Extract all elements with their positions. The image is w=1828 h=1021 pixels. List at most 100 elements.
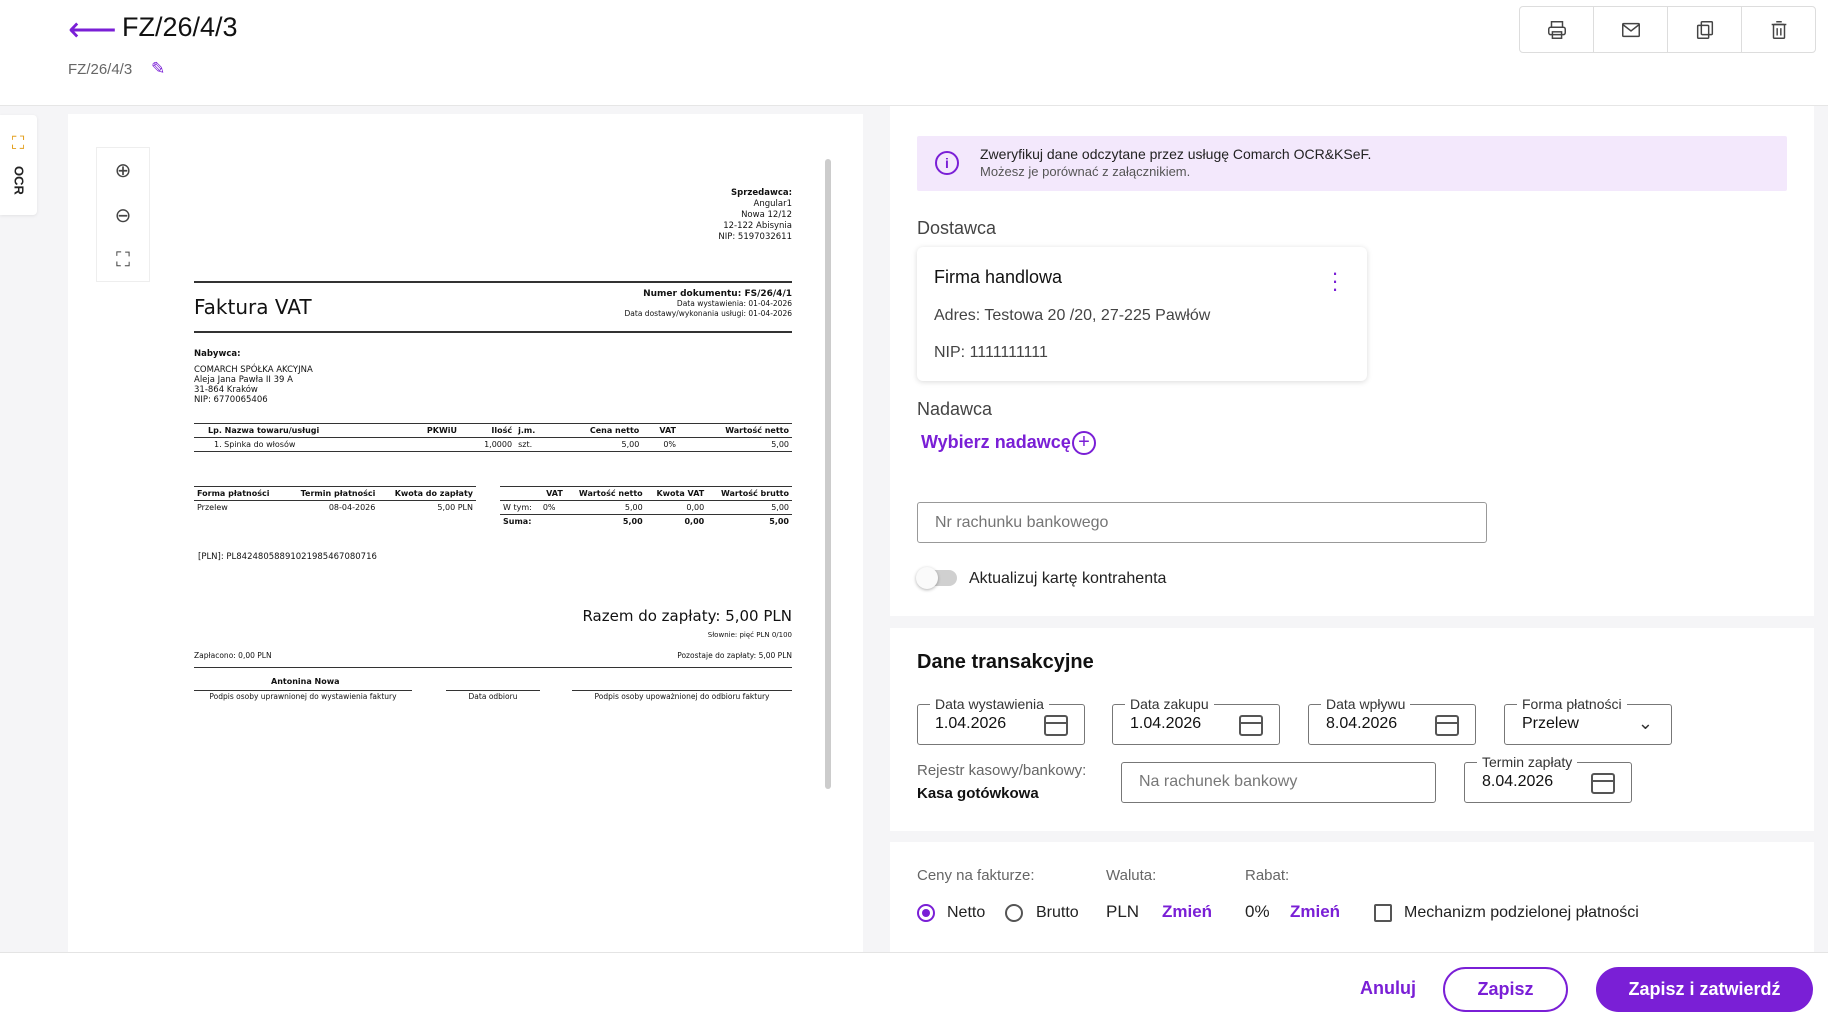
print-button[interactable] [1520,7,1594,52]
remaining-amount: Pozostaje do zapłaty: 5,00 PLN [677,651,792,660]
brutto-radio[interactable] [1005,904,1023,922]
choose-sender-link[interactable]: Wybierz nadawcę [921,432,1071,452]
change-discount-link[interactable]: Zmień [1290,902,1341,921]
field-value: 8.04.2026 [1326,715,1398,732]
delete-button[interactable] [1742,7,1815,52]
register-value[interactable]: Kasa gotówkowa [917,785,1039,802]
account-placeholder: Na rachunek bankowy [1139,773,1298,790]
viewer-scroll-thumb[interactable] [825,159,831,789]
table-cell: 5,00 [771,440,789,449]
vat-header: Kwota VAT [656,489,705,498]
add-circle-icon[interactable]: + [1072,431,1096,455]
vat-header [500,487,540,501]
table-cell: 5,00 [624,503,643,512]
field-value: Przelew [1522,715,1579,732]
buyer-heading: Nabywca: [194,349,241,359]
info-line-1: Zweryfikuj dane odczytane przez usługę C… [980,146,1372,162]
vat-header: Wartość netto [578,489,643,498]
calendar-icon[interactable] [1591,773,1615,794]
brutto-label: Brutto [1036,904,1079,921]
table-cell: 5,00 [771,503,789,512]
chevron-down-icon: ⌄ [1637,713,1653,733]
vat-header: Wartość brutto [720,489,789,498]
supplier-name: Firma handlowa [934,267,1063,287]
save-and-confirm-button[interactable]: Zapisz i zatwierdź [1596,967,1813,1012]
split-payment-label: Mechanizm podzielonej płatności [1404,904,1639,921]
buyer-line: 31-864 Kraków [194,385,258,395]
table-cell: 5,00 [621,440,640,449]
field-value: 8.04.2026 [1482,773,1554,790]
signature-date: Data odbioru [446,690,540,701]
cancel-button[interactable]: Anuluj [1360,978,1416,998]
page-title: FZ/26/4/3 [122,12,238,42]
signature-issuer: Podpis osoby uprawnionej do wystawienia … [194,690,412,701]
table-row: Suma: 5,00 0,00 5,00 [500,515,792,529]
update-contractor-toggle[interactable] [916,567,957,589]
netto-radio[interactable] [917,904,935,922]
purchase-date-field[interactable]: Data zakupu 1.04.2026 [1112,696,1280,745]
items-header: Ilość [491,426,513,435]
email-button[interactable] [1594,7,1668,52]
seller-line: NIP: 5197032611 [718,232,792,242]
receipt-date-field[interactable]: Data wpływu 8.04.2026 [1308,696,1476,745]
currency-value: PLN [1106,902,1140,921]
action-toolbar [1519,6,1816,53]
table-cell: Suma: [503,517,532,526]
seller-heading: Sprzedawca: [731,188,792,198]
discount-value: 0% [1245,902,1270,921]
edit-pencil-icon[interactable]: ✎ [151,59,166,78]
copy-button[interactable] [1668,7,1742,52]
items-header: j.m. [518,426,536,435]
netto-label: Netto [947,904,986,921]
issue-date: Data wystawienia: 01-04-2026 [676,299,792,308]
vat-header: VAT [546,489,563,498]
supplier-nip: NIP: 1111111111 [934,344,1048,361]
transaction-section: Dane transakcyjne Data wystawienia 1.04.… [890,628,1814,831]
seller-line: Angular1 [753,199,792,209]
payment-method-select[interactable]: Forma płatności Przelew ⌄ [1504,696,1672,745]
due-date-field[interactable]: Termin zapłaty 8.04.2026 [1464,754,1632,803]
items-header: VAT [659,426,677,435]
items-header: Cena netto [589,426,640,435]
seller-line: 12-122 Abisynia [723,221,792,231]
calendar-icon[interactable] [1044,715,1068,736]
table-cell: 5,00 PLN [437,503,473,512]
table-cell [402,438,460,452]
split-payment-checkbox[interactable] [1374,904,1392,922]
ocr-scan-icon: ⛶ [11,133,25,153]
supplier-section: i Zweryfikuj dane odczytane przez usługę… [890,106,1814,616]
bank-account-input[interactable] [917,502,1487,543]
payment-header: Kwota do zapłaty [394,489,473,498]
info-line-2: Możesz je porównać z załącznikiem. [980,164,1191,179]
zoom-in-icon[interactable]: ⊕ [114,160,132,182]
field-label: Data zakupu [1125,696,1214,712]
bank-account-line: [PLN]: PL84248058891021985467080716 [198,552,377,562]
top-bar: ⟵ FZ/26/4/3 FZ/26/4/3 ✎ [0,0,1828,106]
discount-label: Rabat: [1245,867,1290,884]
delivery-date: Data dostawy/wykonania usługi: 01-04-202… [624,309,792,318]
items-table: Lp. Nazwa towaru/usługi PKWiU Ilość j.m.… [194,423,792,451]
account-input[interactable]: Na rachunek bankowy [1121,762,1436,803]
invoice-number: Numer dokumentu: FS/26/4/1 [643,289,792,299]
back-arrow-icon[interactable]: ⟵ [68,11,117,49]
calendar-icon[interactable] [1435,715,1459,736]
table-cell: 0,00 [684,517,705,526]
zoom-out-icon[interactable]: ⊖ [114,205,132,227]
field-label: Data wystawienia [930,696,1049,712]
total-in-words: Słownie: pięć PLN 0/100 [707,631,792,639]
change-currency-link[interactable]: Zmień [1162,902,1213,921]
calendar-icon[interactable] [1239,715,1263,736]
ocr-info-banner: i Zweryfikuj dane odczytane przez usługę… [917,136,1787,191]
ocr-tab-label: OCR [11,166,27,195]
more-options-icon[interactable]: · · · [1331,260,1339,301]
save-button[interactable]: Zapisz [1443,967,1568,1012]
footer-bar: Anuluj Zapisz Zapisz i zatwierdź [0,952,1828,1021]
fullscreen-icon[interactable]: ⛶ [116,249,130,271]
table-cell: 5,00 [769,517,789,526]
table-cell: 0% [663,440,677,449]
ocr-side-tab[interactable]: ⛶ OCR [0,115,37,215]
info-icon: i [935,151,959,175]
printer-icon [1547,20,1566,39]
issue-date-field[interactable]: Data wystawienia 1.04.2026 [917,696,1085,745]
transaction-heading: Dane transakcyjne [917,651,1094,673]
